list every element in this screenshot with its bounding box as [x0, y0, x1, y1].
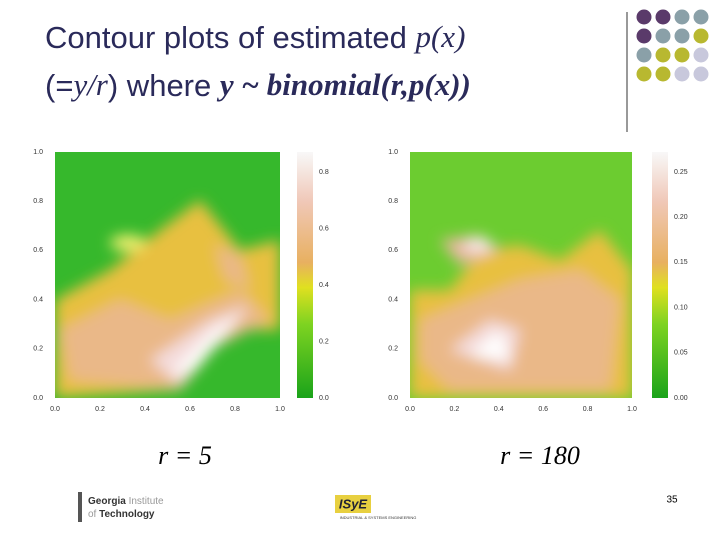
caption: r = 180 — [500, 441, 580, 470]
title-line: (=y/r) where y ~ binomial(r,p(x)) — [45, 67, 471, 103]
x-tick-label: 0.2 — [95, 406, 105, 413]
dot — [674, 28, 690, 44]
title-text: ) where — [108, 68, 220, 103]
colorbar-tick-label: 0.25 — [674, 169, 688, 176]
x-tick-label: 0.0 — [50, 406, 60, 413]
caption: r = 5 — [158, 441, 212, 470]
y-tick-label: 0.4 — [33, 296, 43, 303]
dot — [693, 9, 709, 25]
x-tick-label: 1.0 — [275, 406, 285, 413]
y-tick-label: 0.0 — [33, 395, 43, 402]
y-tick-label: 0.2 — [33, 346, 43, 353]
y-tick-label: 0.0 — [388, 395, 398, 402]
y-tick-label: 1.0 — [388, 149, 398, 156]
dot — [655, 47, 671, 63]
y-tick-label: 0.4 — [388, 296, 398, 303]
y-tick-label: 0.2 — [388, 346, 398, 353]
logo-text: INDUSTRIAL & SYSTEMS ENGINEERING — [340, 515, 417, 520]
colorbar — [652, 152, 668, 398]
dot — [636, 66, 652, 82]
title-text: Contour plots of estimated — [45, 20, 415, 55]
dot — [636, 28, 652, 44]
page-number: 35 — [666, 495, 678, 506]
x-tick-label: 0.8 — [583, 406, 593, 413]
colorbar-tick-label: 0.15 — [674, 259, 688, 266]
logo-text: of — [88, 509, 97, 520]
colorbar-tick-label: 0.00 — [674, 395, 688, 402]
colorbar-tick-label: 0.2 — [319, 338, 329, 345]
dot — [636, 47, 652, 63]
decoration — [636, 9, 709, 82]
logo: Georgia Institute of Technology — [78, 492, 164, 522]
dot — [693, 28, 709, 44]
colorbar-tick-label: 0.20 — [674, 214, 688, 221]
x-tick-label: 0.0 — [405, 406, 415, 413]
colorbar — [297, 152, 313, 398]
x-tick-label: 0.8 — [230, 406, 240, 413]
dot — [674, 66, 690, 82]
y-tick-label: 0.6 — [33, 247, 43, 254]
logo-text: ISyE — [339, 496, 368, 511]
logo-text: of Technology — [88, 509, 155, 520]
dot — [693, 47, 709, 63]
y-tick-label: 0.8 — [33, 198, 43, 205]
x-tick-label: 0.4 — [140, 406, 150, 413]
dot — [655, 9, 671, 25]
logo-text: Technology — [99, 509, 155, 520]
colorbar-tick-label: 0.10 — [674, 304, 688, 311]
title-math: p(x) — [413, 19, 465, 54]
colorbar-tick-label: 0.6 — [319, 225, 329, 232]
logo: ISyE INDUSTRIAL & SYSTEMS ENGINEERING — [335, 495, 416, 520]
dot — [693, 66, 709, 82]
colorbar-tick-label: 0.0 — [319, 395, 329, 402]
title-text: (= — [45, 68, 73, 103]
logo-text: Georgia — [88, 496, 126, 507]
y-tick-label: 1.0 — [33, 149, 43, 156]
y-tick-label: 0.6 — [388, 247, 398, 254]
colorbar-tick-label: 0.8 — [319, 169, 329, 176]
dot — [674, 47, 690, 63]
title-line: Contour plots of estimated p(x) — [45, 19, 465, 55]
dot — [674, 9, 690, 25]
dot — [636, 9, 652, 25]
logo-text: Georgia Institute — [88, 496, 164, 507]
x-tick-label: 0.2 — [450, 406, 460, 413]
x-tick-label: 0.6 — [185, 406, 195, 413]
title-math: y ~ binomial(r,p(x)) — [216, 67, 471, 102]
colorbar-tick-label: 0.4 — [319, 282, 329, 289]
x-tick-label: 0.6 — [538, 406, 548, 413]
title-math: y/r — [70, 67, 108, 102]
x-tick-label: 1.0 — [627, 406, 637, 413]
dot — [655, 28, 671, 44]
colorbar-tick-label: 0.05 — [674, 350, 688, 357]
y-tick-label: 0.8 — [388, 198, 398, 205]
x-tick-label: 0.4 — [494, 406, 504, 413]
dot — [655, 66, 671, 82]
contour-plot — [55, 152, 280, 398]
contour-plot — [410, 152, 632, 398]
logo-text: Institute — [129, 496, 164, 507]
